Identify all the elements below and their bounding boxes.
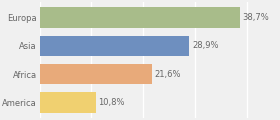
Text: 28,9%: 28,9% — [192, 41, 218, 50]
Text: 21,6%: 21,6% — [154, 70, 181, 79]
Bar — [39, 64, 151, 84]
Text: 10,8%: 10,8% — [98, 98, 125, 107]
Bar — [39, 7, 240, 28]
Text: 38,7%: 38,7% — [243, 13, 269, 22]
Bar — [39, 36, 189, 56]
Bar — [39, 92, 95, 113]
